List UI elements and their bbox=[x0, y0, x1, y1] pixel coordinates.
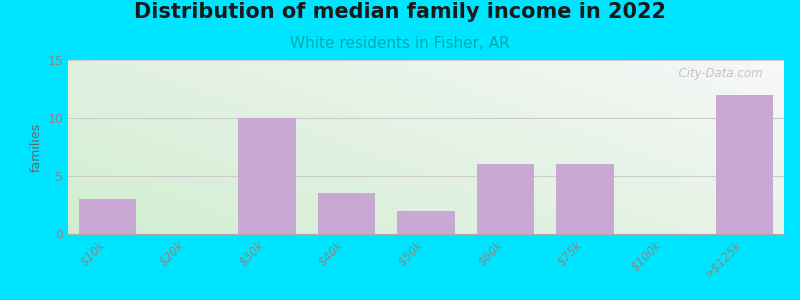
Bar bbox=[79, 199, 137, 234]
Bar bbox=[398, 211, 454, 234]
Text: White residents in Fisher, AR: White residents in Fisher, AR bbox=[290, 36, 510, 51]
Bar bbox=[557, 164, 614, 234]
Text: City-Data.com: City-Data.com bbox=[671, 67, 762, 80]
Bar bbox=[318, 194, 375, 234]
Bar bbox=[238, 118, 295, 234]
Bar bbox=[477, 164, 534, 234]
Bar bbox=[715, 95, 773, 234]
Text: Distribution of median family income in 2022: Distribution of median family income in … bbox=[134, 2, 666, 22]
Y-axis label: families: families bbox=[30, 122, 43, 172]
